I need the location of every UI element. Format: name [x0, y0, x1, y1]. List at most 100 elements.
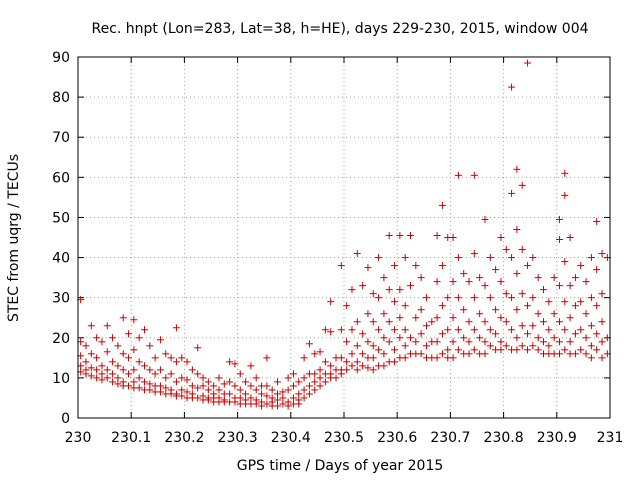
- data-point: [518, 290, 526, 298]
- y-tick-label: 50: [52, 210, 70, 226]
- data-point: [332, 374, 340, 382]
- data-point: [109, 378, 117, 386]
- data-point: [545, 298, 553, 306]
- data-point: [587, 342, 595, 350]
- data-point: [582, 310, 590, 318]
- data-point: [289, 370, 297, 378]
- data-point: [407, 282, 414, 290]
- data-point: [598, 318, 606, 326]
- data-point: [438, 201, 446, 209]
- data-point: [492, 306, 500, 314]
- data-point: [194, 394, 202, 402]
- data-point: [486, 254, 494, 262]
- data-point: [247, 362, 255, 370]
- data-point: [534, 310, 542, 318]
- data-point: [555, 236, 563, 244]
- x-tick-label: 230: [65, 430, 92, 446]
- data-point: [146, 386, 154, 394]
- data-point: [385, 338, 393, 346]
- data-point: [321, 378, 329, 386]
- data-point: [587, 254, 595, 262]
- data-point: [316, 382, 324, 390]
- data-point: [380, 334, 388, 342]
- data-point: [178, 374, 186, 382]
- data-point: [103, 374, 111, 382]
- data-point: [135, 374, 143, 382]
- data-point: [103, 348, 111, 356]
- data-point: [284, 402, 292, 410]
- y-tick-label: 70: [52, 130, 70, 146]
- data-point: [502, 290, 510, 298]
- data-point: [109, 334, 117, 342]
- axis-ticks: 230 230.1 230.2 230.3 230.4 230.5 230.6 230.7 23…: [52, 50, 623, 446]
- data-point: [470, 346, 478, 354]
- y-tick-label: 60: [52, 170, 70, 186]
- data-point: [279, 394, 287, 402]
- data-point: [119, 366, 127, 374]
- data-point: [444, 326, 452, 334]
- data-point: [502, 246, 510, 254]
- data-point: [87, 364, 95, 372]
- data-point: [125, 354, 133, 362]
- data-point: [401, 342, 409, 350]
- data-point: [401, 302, 409, 310]
- data-point: [438, 350, 446, 358]
- data-point: [412, 262, 420, 270]
- data-point: [513, 306, 521, 314]
- data-point: [524, 302, 532, 310]
- x-tick-label: 230.7: [430, 430, 470, 446]
- data-point: [444, 294, 452, 302]
- data-point: [300, 354, 308, 362]
- data-point: [534, 346, 542, 354]
- grid: [78, 57, 610, 418]
- data-point: [125, 382, 133, 390]
- data-point: [433, 314, 441, 322]
- y-tick-label: 10: [52, 371, 70, 387]
- data-point: [396, 314, 404, 322]
- data-point: [305, 382, 313, 390]
- data-point: [481, 350, 489, 358]
- y-axis-title: STEC from uqrg / TECUs: [6, 154, 22, 322]
- x-tick-label: 230.5: [324, 430, 364, 446]
- data-point: [396, 286, 404, 294]
- data-point: [460, 306, 468, 314]
- data-point: [497, 346, 505, 354]
- data-point: [236, 370, 244, 378]
- data-point: [518, 342, 526, 350]
- data-point: [598, 354, 606, 362]
- data-point: [295, 378, 303, 386]
- data-point: [593, 266, 601, 274]
- data-point: [204, 378, 212, 386]
- data-point: [375, 326, 383, 334]
- data-point: [582, 334, 590, 342]
- data-point: [337, 370, 345, 378]
- data-point: [263, 382, 271, 390]
- data-point: [497, 338, 505, 346]
- data-point: [465, 350, 473, 358]
- data-point: [295, 400, 303, 408]
- data-point: [353, 358, 361, 366]
- data-point: [561, 346, 569, 354]
- y-tick-label: 40: [52, 251, 70, 267]
- data-point: [109, 358, 117, 366]
- data-point: [508, 326, 516, 334]
- data-point: [141, 362, 148, 370]
- data-point: [316, 366, 324, 374]
- data-point: [337, 262, 345, 270]
- data-point: [348, 362, 356, 370]
- data-point: [571, 274, 579, 282]
- data-point: [98, 362, 106, 370]
- data-point: [492, 266, 500, 274]
- data-point: [178, 386, 186, 394]
- data-point: [534, 274, 542, 282]
- data-point: [524, 262, 532, 270]
- data-point: [577, 262, 585, 270]
- data-point: [492, 330, 500, 338]
- data-point: [593, 217, 601, 225]
- data-point: [571, 302, 579, 310]
- data-point: [172, 378, 180, 386]
- data-point: [359, 350, 367, 358]
- data-point: [151, 354, 159, 362]
- data-point: [401, 254, 409, 262]
- data-point: [513, 346, 521, 354]
